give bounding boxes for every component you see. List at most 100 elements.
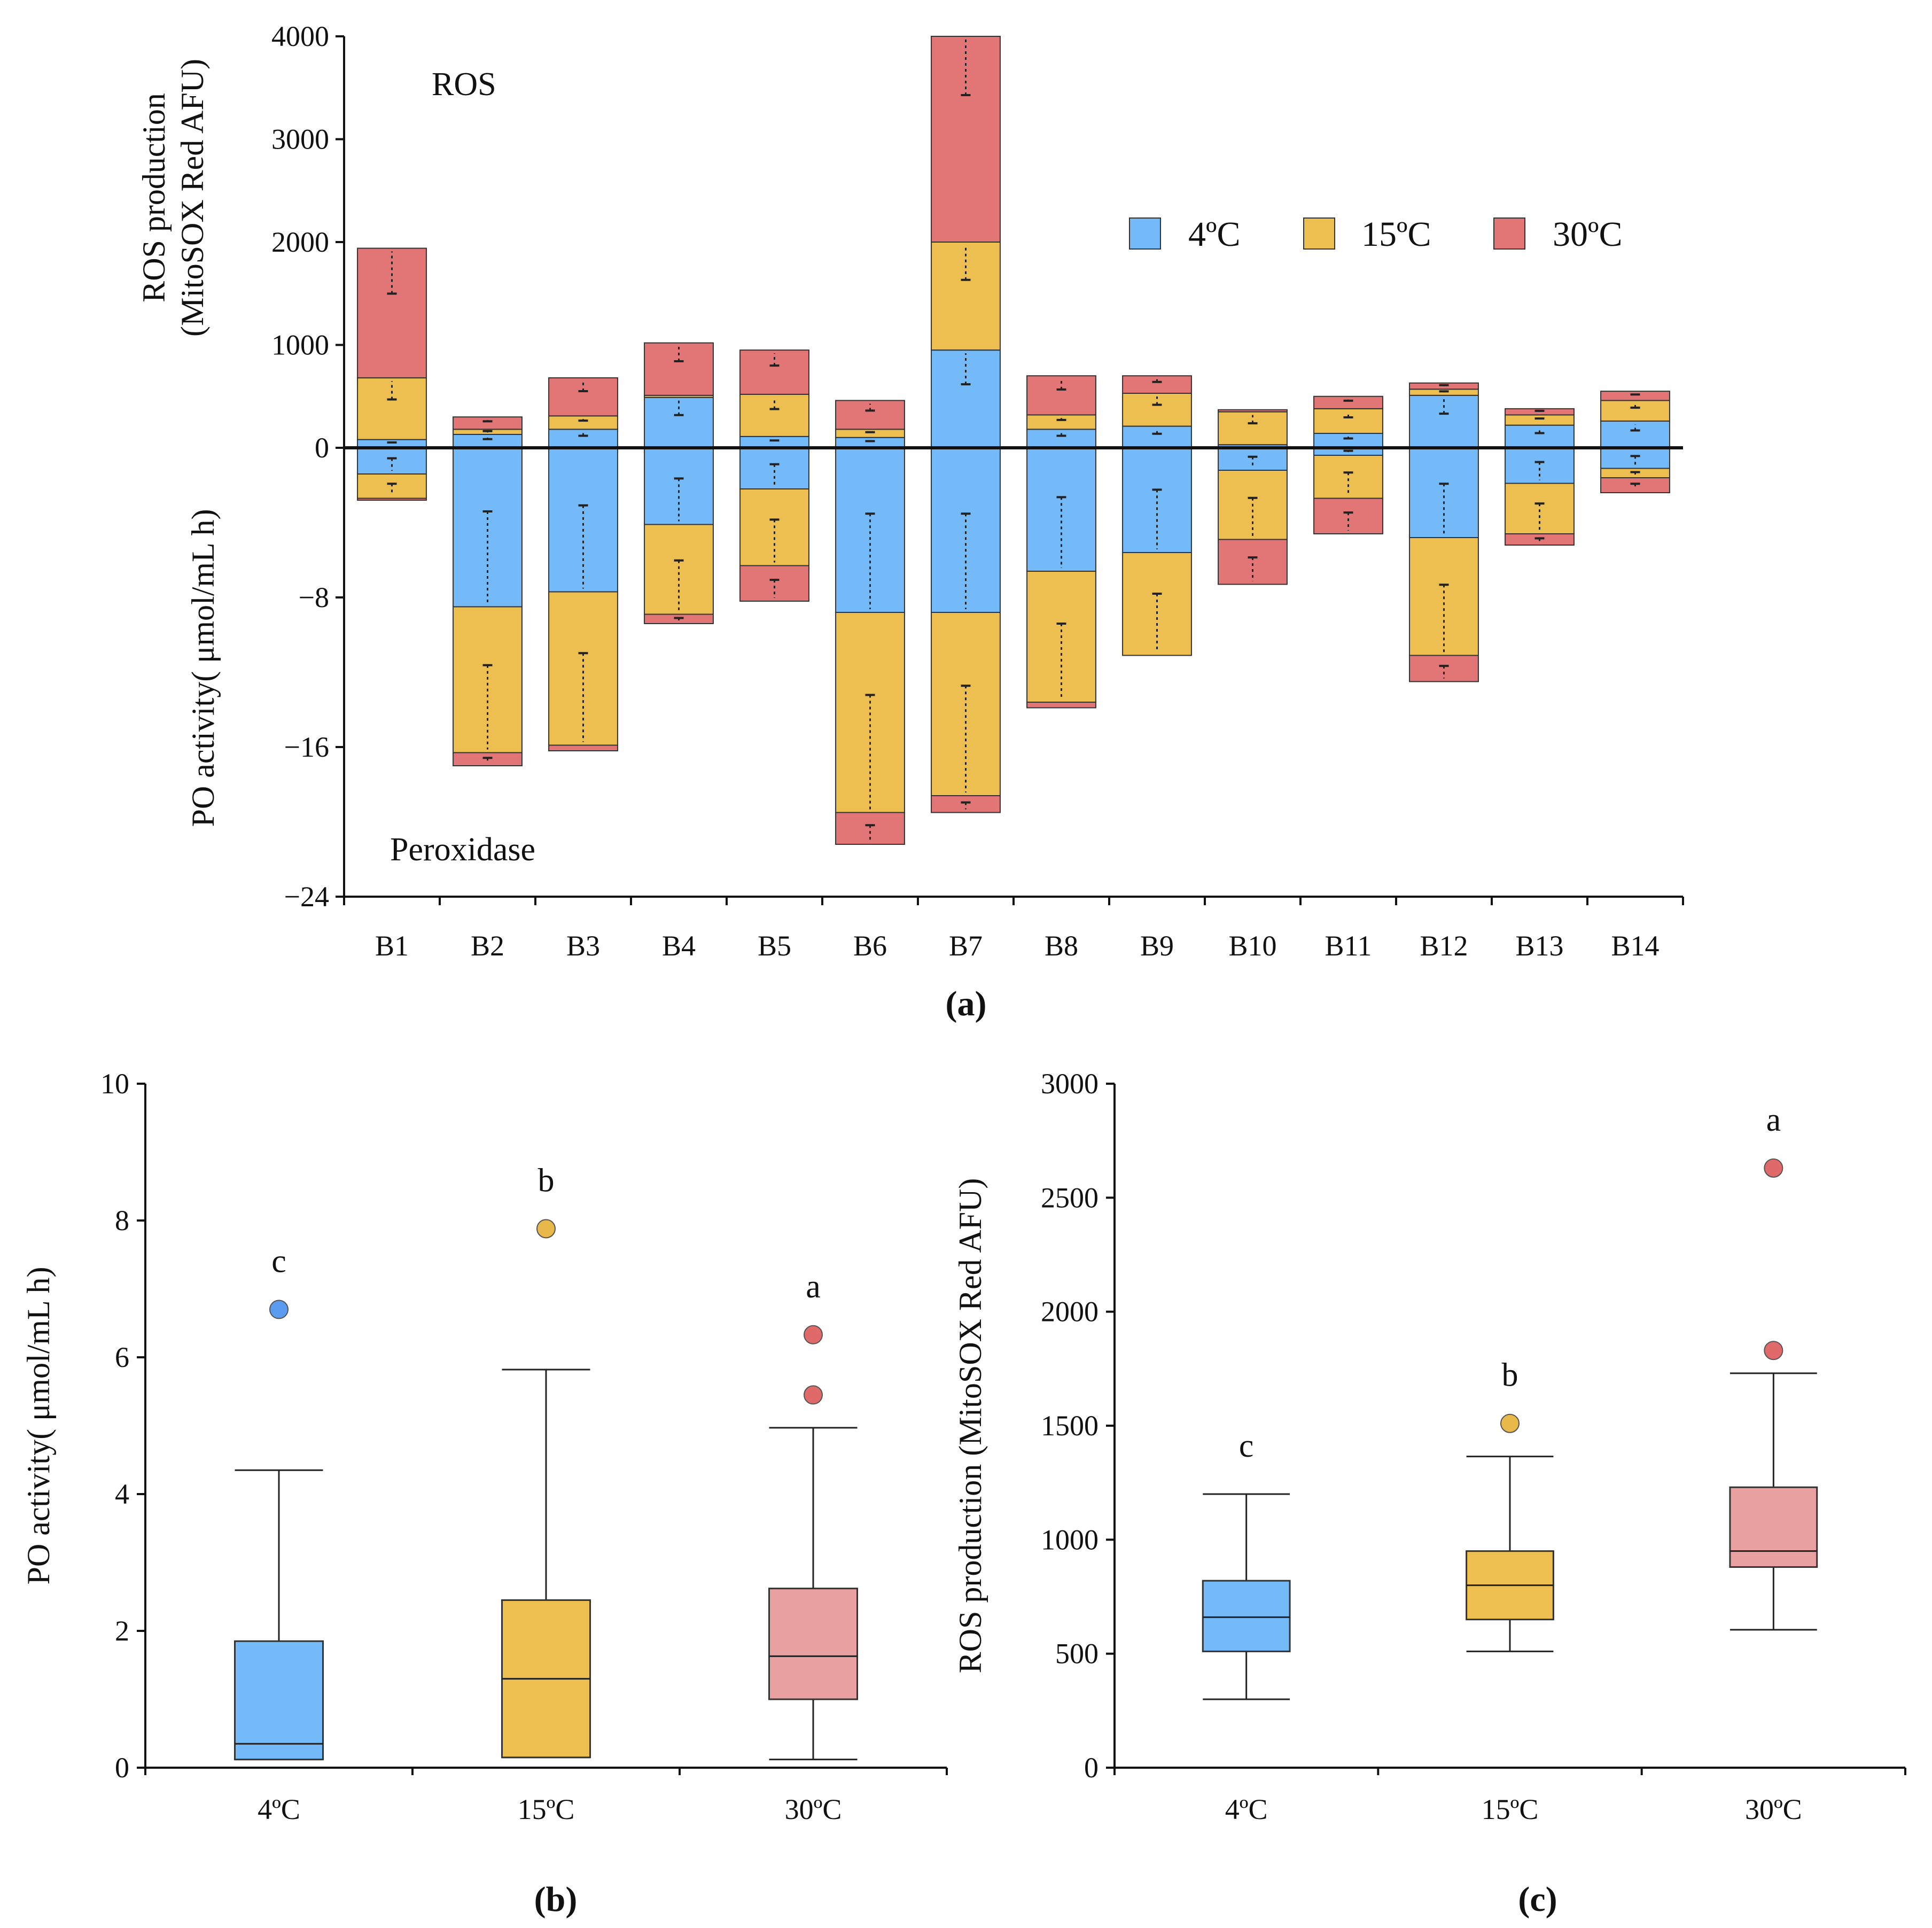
x-tick-label: B3: [566, 930, 600, 962]
x-tick-label: B9: [1140, 930, 1174, 962]
x-tick-label: 15ºC: [518, 1793, 575, 1825]
ros-bar-b1-15c: [357, 377, 427, 440]
legend-label-4c: 4ºC: [1188, 215, 1241, 254]
po-bar-b3-30c: [548, 744, 618, 751]
y-tick-label: −24: [284, 881, 329, 913]
panel-a-ylabel-top-line1: ROS production: [136, 93, 172, 302]
ros-bar-b11-4c: [1313, 433, 1383, 448]
x-tick-label: 4ºC: [258, 1793, 300, 1825]
po-bar-b13-15c: [1505, 483, 1575, 534]
significance-letter-15c: b: [538, 1162, 555, 1199]
y-tick-label: 2000: [271, 226, 329, 258]
y-tick-label: 3000: [271, 123, 329, 156]
panel-c-y-ticks: 0 500 1000 1500 2000 2500 3000: [1041, 1068, 1115, 1784]
legend-label-30c: 30ºC: [1553, 215, 1623, 254]
ros-bar-b5-30c: [739, 349, 809, 395]
box-30c: [1729, 1486, 1818, 1568]
y-tick-label: −8: [299, 581, 329, 613]
legend-swatch-15c: [1303, 217, 1335, 250]
panel-c: c b a 0 500 1000 1500 2000 2500 3000 4ºC 15ºC 30ºC…: [953, 1068, 1906, 1919]
y-tick-label: −16: [284, 731, 329, 763]
x-tick-label: B13: [1515, 930, 1563, 962]
ros-bar-b14-4c: [1600, 420, 1670, 449]
panel-a-error-bars: [387, 40, 1640, 841]
y-tick-label: 6: [115, 1341, 129, 1373]
ros-bar-b9-30c: [1122, 375, 1192, 394]
ros-bar-b6-15c: [835, 429, 905, 438]
box-4c: [1202, 1580, 1291, 1652]
outlier-30c: [804, 1325, 823, 1344]
y-tick-label: 0: [115, 1752, 129, 1784]
legend-swatch-30c: [1493, 217, 1525, 250]
panel-b-y-ticks: 0 2 4 6 8 10: [100, 1068, 145, 1784]
panel-a-ros-annotation: ROS: [432, 66, 496, 103]
significance-letter-4c: c: [271, 1243, 286, 1279]
po-bar-b6-4c: [835, 447, 905, 613]
po-bar-b13-4c: [1505, 447, 1575, 484]
panel-a-ylabel-bottom: PO activity( μmol/mL h): [185, 509, 221, 827]
x-tick-label: B14: [1611, 930, 1659, 962]
po-bar-b8-30c: [1026, 702, 1096, 709]
panel-b-boxes: c b a: [234, 1162, 858, 1761]
x-tick-label: B5: [758, 930, 791, 962]
x-tick-label: 15ºC: [1482, 1793, 1539, 1825]
ros-bar-b14-15c: [1600, 400, 1670, 422]
panel-b-ylabel: PO activity( μmol/mL h): [21, 1267, 56, 1585]
panel-a-label: (a): [946, 984, 987, 1023]
box-30c: [768, 1588, 858, 1700]
panel-a-y-ticks: 4000 3000 2000 1000 0 −8 −16 −24: [271, 20, 344, 913]
box-4c: [234, 1640, 324, 1761]
po-bar-b11-30c: [1313, 497, 1383, 534]
ros-bar-b13-15c: [1505, 414, 1575, 426]
po-bar-b12-4c: [1409, 447, 1479, 538]
ros-bar-b14-30c: [1600, 391, 1670, 401]
panel-a: 4000 3000 2000 1000 0 −8 −16 −24 B1 B2 B3 B4 B5 B6 B7…: [136, 20, 1684, 1023]
y-tick-label: 3000: [1041, 1068, 1099, 1100]
significance-letter-30c: a: [1766, 1102, 1781, 1138]
x-tick-label: B1: [375, 930, 409, 962]
x-tick-label: B10: [1228, 930, 1276, 962]
x-tick-label: B4: [662, 930, 696, 962]
y-tick-label: 2500: [1041, 1181, 1099, 1214]
significance-letter-4c: c: [1239, 1428, 1254, 1464]
x-tick-label: B8: [1045, 930, 1078, 962]
outlier-30c: [804, 1385, 823, 1405]
panel-c-ylabel: ROS production (MitoSOX Red AFU): [953, 1178, 988, 1674]
y-tick-label: 0: [1084, 1752, 1099, 1784]
y-tick-label: 8: [115, 1204, 129, 1237]
x-tick-label: 30ºC: [785, 1793, 842, 1825]
outlier-15c: [536, 1219, 556, 1239]
panel-c-label: (c): [1518, 1880, 1557, 1919]
panel-a-bars: [357, 36, 1670, 845]
x-tick-label: 4ºC: [1225, 1793, 1268, 1825]
panel-a-ylabel-top-line2: (MitoSOX Red AFU): [175, 59, 210, 337]
ros-bar-b7-15c: [931, 242, 1001, 351]
panel-a-peroxidase-annotation: Peroxidase: [390, 831, 535, 868]
po-bar-b9-4c: [1122, 447, 1192, 553]
po-bar-b3-15c: [548, 591, 618, 746]
po-bar-b7-4c: [931, 447, 1001, 613]
panel-c-boxes: c b a: [1202, 1102, 1818, 1700]
ros-bar-b11-15c: [1313, 408, 1383, 434]
po-bar-b4-15c: [644, 524, 714, 615]
ros-bar-b3-4c: [548, 429, 618, 448]
x-tick-label: B2: [471, 930, 504, 962]
significance-letter-15c: b: [1502, 1357, 1518, 1394]
panel-a-legend: 4ºC 15ºC 30ºC: [1129, 215, 1623, 254]
legend-label-15c: 15ºC: [1361, 215, 1431, 254]
x-tick-label: B6: [853, 930, 887, 962]
y-tick-label: 0: [315, 432, 329, 464]
significance-letter-30c: a: [806, 1269, 821, 1305]
y-tick-label: 1500: [1041, 1410, 1099, 1442]
ros-bar-b3-15c: [548, 415, 618, 430]
ros-bar-b12-4c: [1409, 394, 1479, 449]
ros-bar-b7-30c: [931, 36, 1001, 243]
ros-bar-b8-15c: [1026, 414, 1096, 430]
y-tick-label: 2000: [1041, 1296, 1099, 1328]
ros-bar-b4-4c: [644, 397, 714, 448]
po-bar-b6-30c: [835, 812, 905, 845]
ros-bar-b11-30c: [1313, 395, 1383, 409]
legend-swatch-4c: [1129, 217, 1161, 250]
x-tick-label: B12: [1420, 930, 1468, 962]
